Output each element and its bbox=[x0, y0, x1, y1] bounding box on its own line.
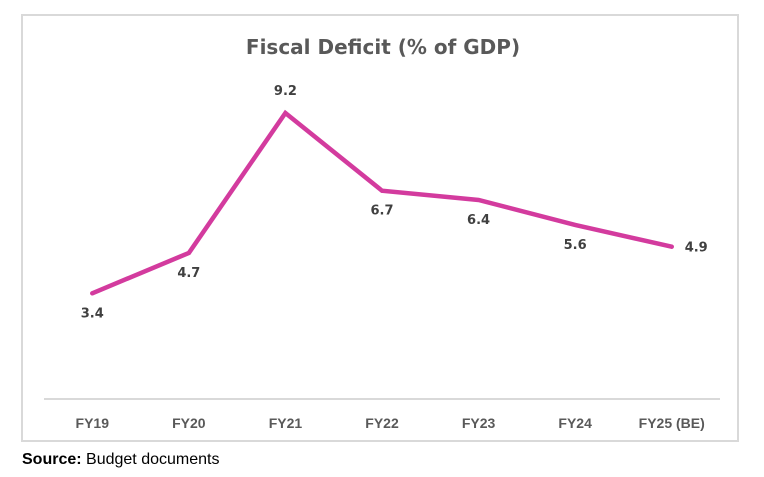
chart-title: Fiscal Deficit (% of GDP) bbox=[246, 35, 520, 59]
x-tick-label: FY20 bbox=[172, 415, 206, 431]
data-label: 9.2 bbox=[274, 84, 297, 99]
data-label: 4.7 bbox=[177, 266, 200, 281]
x-tick-label: FY22 bbox=[365, 415, 399, 431]
data-point bbox=[573, 222, 578, 227]
data-point bbox=[476, 198, 481, 203]
data-point bbox=[380, 188, 384, 193]
data-point bbox=[90, 291, 95, 296]
x-tick-label: FY24 bbox=[558, 415, 592, 431]
data-label: 4.9 bbox=[685, 241, 708, 256]
data-label: 6.4 bbox=[467, 213, 490, 228]
source-note: Source: Budget documents bbox=[22, 451, 219, 469]
source-text: Budget documents bbox=[86, 451, 220, 468]
data-label: 5.6 bbox=[564, 238, 587, 253]
data-point bbox=[283, 111, 288, 115]
data-label: 3.4 bbox=[81, 306, 104, 321]
x-tick-label: FY19 bbox=[76, 415, 110, 431]
data-label: 6.7 bbox=[370, 204, 393, 219]
x-tick-label: FY25 (BE) bbox=[639, 415, 705, 431]
x-tick-label: FY23 bbox=[462, 415, 496, 431]
series-layer bbox=[90, 109, 674, 296]
source-label: Source: bbox=[22, 451, 82, 468]
chart-frame bbox=[21, 14, 739, 442]
data-point bbox=[186, 250, 191, 255]
data-labels: 3.4 4.7 9.2 6.7 6.4 5.6 4.9 bbox=[81, 84, 708, 321]
x-tick-label: FY21 bbox=[269, 415, 303, 431]
data-point bbox=[669, 244, 674, 249]
x-tick-labels: FY19 FY20 FY21 FY22 FY23 FY24 FY25 (BE) bbox=[76, 415, 705, 431]
